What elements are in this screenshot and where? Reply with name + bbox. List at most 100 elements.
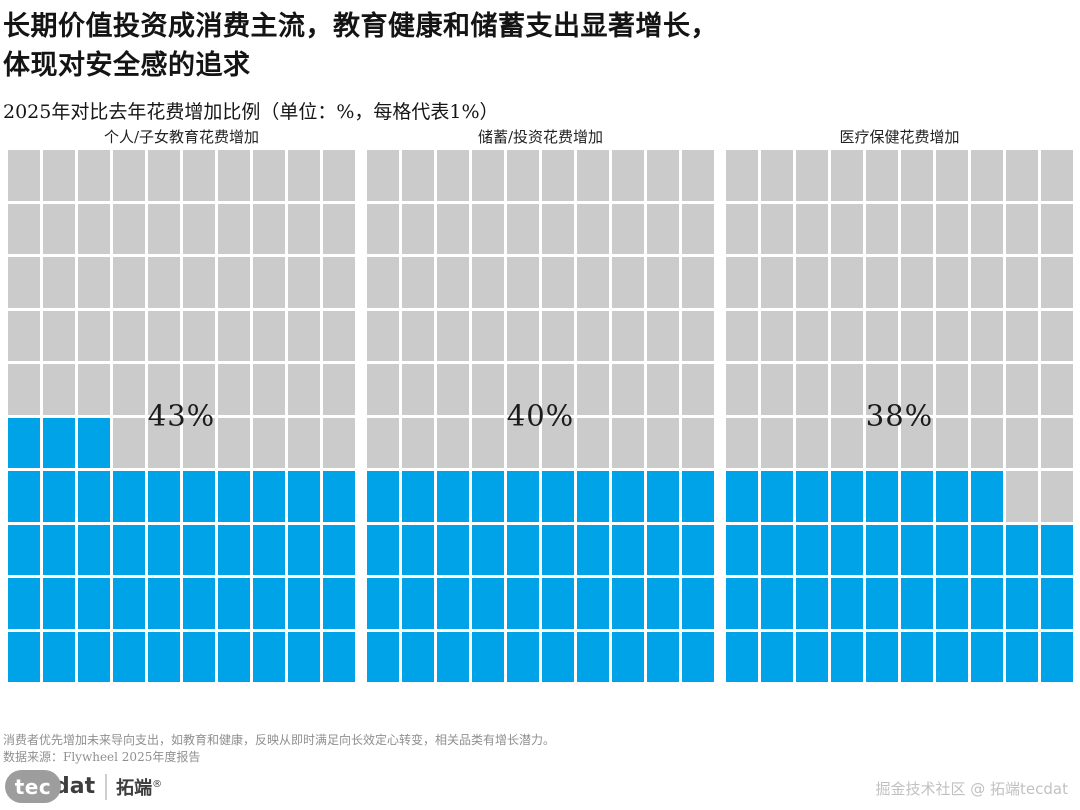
waffle-cell [761,417,793,468]
waffle-cell [183,631,215,682]
waffle-cell [43,471,75,522]
tecdat-logo-badge: tec [5,770,61,803]
waffle-cell [148,631,180,682]
waffle-cell [542,631,574,682]
chart-header: 长期价值投资成消费主流，教育健康和储蓄支出显著增长， 体现对安全感的追求 202… [3,7,1060,124]
waffle-cell [43,364,75,415]
waffle-cell [866,364,898,415]
waffle-cell [612,310,644,361]
waffle-cell [542,578,574,629]
panel-healthcare: 医疗保健花费增加 38% [726,128,1073,682]
waffle-cell [183,310,215,361]
waffle-cell [183,257,215,308]
waffle-cell [796,310,828,361]
waffle-cell [402,150,434,201]
waffle-cell [936,631,968,682]
waffle-cell [437,203,469,254]
waffle-cell [367,631,399,682]
waffle-cell [1041,417,1073,468]
waffle-cell [761,364,793,415]
waffle-cell [796,417,828,468]
waffle-cell [78,364,110,415]
waffle-cell [761,471,793,522]
waffle-cell [542,524,574,575]
waffle-cell [577,471,609,522]
waffle-cell [542,364,574,415]
waffle-cell [542,150,574,201]
waffle-cell [472,524,504,575]
waffle-cell [288,203,320,254]
waffle-cell [367,417,399,468]
waffle-cell [113,631,145,682]
waffle-cell [367,578,399,629]
waffle-cell [323,578,355,629]
waffle-cell [971,364,1003,415]
waffle-cell [148,524,180,575]
waffle-cell [796,578,828,629]
waffle-cell [437,150,469,201]
waffle-cell [288,257,320,308]
waffle-cell [253,150,285,201]
waffle-cell [577,417,609,468]
waffle-cell [761,150,793,201]
chart-title-line-1: 长期价值投资成消费主流，教育健康和储蓄支出显著增长， [3,11,718,42]
waffle-cell [1041,257,1073,308]
waffle-cell [726,631,758,682]
waffle-cell [866,471,898,522]
waffle-cell [183,524,215,575]
waffle-cell [472,471,504,522]
waffle-cell [148,364,180,415]
community-watermark: 掘金技术社区 @ 拓端tecdat [875,780,1069,798]
waffle-cell [8,578,40,629]
waffle-cell [726,364,758,415]
waffle-cell [971,578,1003,629]
tecdat-logo: tec dat 拓端® [5,770,162,803]
waffle-cell [78,524,110,575]
logo-divider [105,773,108,800]
waffle-cell [253,203,285,254]
waffle-cell [253,631,285,682]
waffle-cell [1041,203,1073,254]
waffle-cell [323,471,355,522]
waffle-cell [726,310,758,361]
waffle-cell [1041,524,1073,575]
waffle-grid-healthcare [726,150,1073,682]
waffle-cell [682,578,714,629]
registered-mark: ® [152,778,163,790]
waffle-cell [796,471,828,522]
waffle-cell [901,417,933,468]
waffle-cell [148,578,180,629]
waffle-cell [323,257,355,308]
waffle-cell [402,417,434,468]
waffle-cell [901,631,933,682]
waffle-cell [367,203,399,254]
waffle-cell [726,471,758,522]
waffle-cell [402,631,434,682]
waffle-cell [971,524,1003,575]
waffle-cell [612,257,644,308]
waffle-cell [43,631,75,682]
waffle-cell [323,150,355,201]
waffle-cell [472,417,504,468]
waffle-cell [113,471,145,522]
waffle-cell [831,257,863,308]
waffle-cell [577,257,609,308]
tecdat-logo-chinese: 拓端® [116,774,162,800]
waffle-cell [542,203,574,254]
waffle-cell [1006,631,1038,682]
waffle-cell [253,417,285,468]
waffle-cell [437,417,469,468]
waffle-cell [323,417,355,468]
waffle-cell [612,578,644,629]
waffle-cell [437,471,469,522]
waffle-cell [183,417,215,468]
waffle-cell [612,203,644,254]
waffle-cell [113,578,145,629]
waffle-cell [218,524,250,575]
waffle-cell [43,578,75,629]
waffle-cell [472,257,504,308]
waffle-cell [726,524,758,575]
panel-savings: 储蓄/投资花费增加 40% [367,128,714,682]
waffle-cell [507,524,539,575]
waffle-cell [1006,417,1038,468]
